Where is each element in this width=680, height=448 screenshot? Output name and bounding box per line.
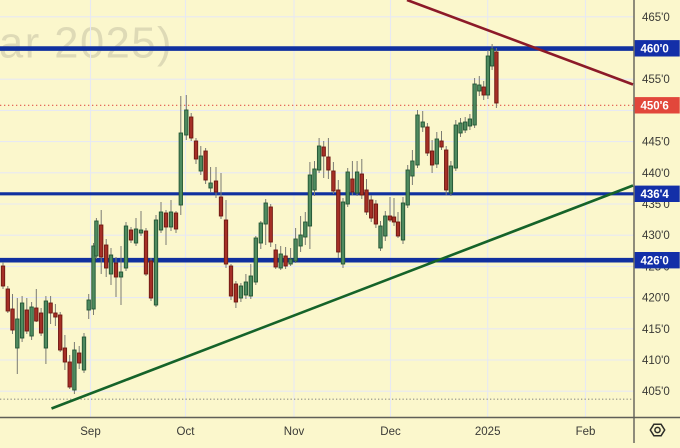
- svg-text:Sep: Sep: [80, 426, 100, 438]
- svg-text:455'0: 455'0: [642, 74, 670, 86]
- svg-text:426'0: 426'0: [641, 255, 669, 267]
- svg-text:445'0: 445'0: [642, 137, 670, 149]
- svg-text:Nov: Nov: [284, 426, 305, 438]
- svg-text:2025: 2025: [475, 426, 501, 438]
- svg-text:420'0: 420'0: [642, 293, 670, 305]
- svg-text:440'0: 440'0: [642, 168, 670, 180]
- svg-text:Feb: Feb: [576, 426, 596, 438]
- svg-text:450'6: 450'6: [641, 101, 669, 113]
- svg-text:415'0: 415'0: [642, 324, 670, 336]
- svg-text:405'0: 405'0: [642, 386, 670, 398]
- svg-text:430'0: 430'0: [642, 230, 670, 242]
- svg-text:Dec: Dec: [380, 426, 401, 438]
- svg-text:460'0: 460'0: [641, 44, 669, 56]
- svg-text:410'0: 410'0: [642, 355, 670, 367]
- svg-text:436'4: 436'4: [641, 189, 670, 201]
- svg-text:ar 2025): ar 2025): [0, 20, 173, 68]
- svg-text:Oct: Oct: [177, 426, 196, 438]
- svg-text:465'0: 465'0: [642, 12, 670, 24]
